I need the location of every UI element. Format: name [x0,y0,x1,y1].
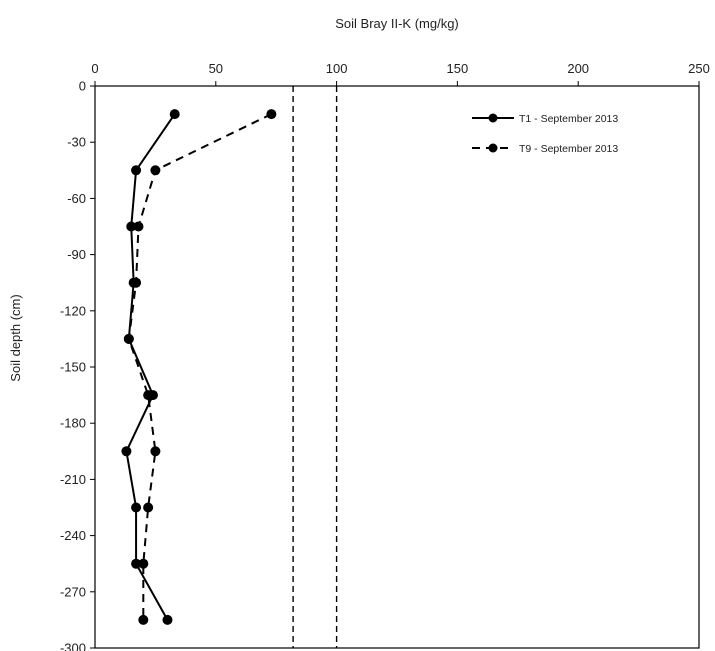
data-point [162,614,173,625]
series-layer [121,109,277,625]
x-tick-label: 100 [326,61,348,76]
legend-label: T1 - September 2013 [519,113,618,125]
y-tick-label: 0 [79,79,86,94]
data-point [131,165,142,176]
plot-area-frame [94,85,700,649]
series-line [127,113,272,620]
legend-label: T9 - September 2013 [519,143,618,155]
data-point [150,165,161,176]
legend: T1 - September 2013 T9 - September 2013 [472,113,618,155]
y-tick-label: -180 [60,416,86,431]
x-axis-title: Soil Bray II-K (mg/kg) [335,16,459,31]
data-point [266,109,277,120]
series-line [125,113,176,621]
series-2 [123,109,277,625]
reference-lines [292,86,338,648]
data-point [126,221,137,232]
y-tick-label: -60 [67,191,86,206]
data-point [169,109,180,120]
y-tick-label: -90 [67,247,86,262]
data-point [143,390,154,401]
x-tick-label: 250 [688,61,710,76]
x-tick-label: 0 [91,61,98,76]
y-tick-label: -120 [60,303,86,318]
data-point [138,558,149,569]
x-axis-ticks: 0 50 100 150 200 250 [91,61,710,86]
y-axis-title: Soil depth (cm) [8,294,23,381]
data-point [121,446,132,457]
y-tick-label: -210 [60,472,86,487]
y-axis-ticks: 0 -30 -60 -90 -120 -150 -180 -210 -240 -270 -300 [60,79,95,651]
y-tick-label: -300 [60,641,86,651]
legend-marker [488,143,498,153]
data-point [131,277,142,288]
y-tick-label: -240 [60,528,86,543]
data-point [131,502,142,513]
data-point [133,221,144,232]
data-point [143,502,154,513]
data-point [123,333,134,344]
data-point [138,614,149,625]
x-tick-label: 150 [447,61,469,76]
y-tick-label: -150 [60,360,86,375]
legend-marker [488,113,498,123]
data-point [131,558,142,569]
x-tick-label: 50 [209,61,223,76]
y-tick-label: -270 [60,584,86,599]
x-tick-label: 200 [567,61,589,76]
y-tick-label: -30 [67,135,86,150]
data-point [150,446,161,457]
